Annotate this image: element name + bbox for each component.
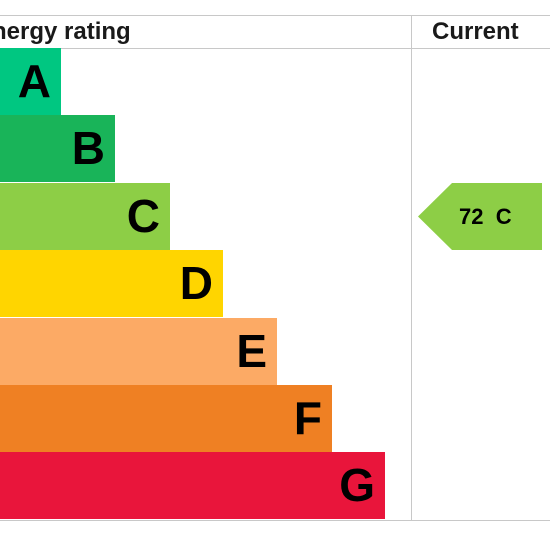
- rating-bar-c: C: [0, 182, 170, 250]
- rating-bar-e: E: [0, 317, 277, 385]
- rating-letter-g: G: [339, 459, 375, 512]
- chart-top-border: [0, 15, 550, 16]
- rating-letter-b: B: [71, 122, 105, 175]
- rating-letter-a: A: [17, 55, 51, 107]
- current-header: Current: [432, 18, 519, 45]
- rating-letter-f: F: [293, 392, 322, 444]
- rating-bar-g: G: [0, 452, 385, 520]
- current-rating-arrow-shape: [418, 183, 542, 250]
- current-rating-arrow: [418, 183, 542, 250]
- rating-letter-e: E: [236, 324, 267, 377]
- current-rating-label: 72 C: [459, 204, 512, 229]
- rating-bar-f: F: [0, 385, 332, 452]
- rating-bar-b: B: [0, 115, 115, 183]
- rating-letter-c: C: [126, 189, 160, 242]
- chart-bottom-border: [0, 520, 550, 521]
- energy-rating-header: Energy rating: [0, 18, 131, 45]
- rating-bar-a: A: [0, 48, 61, 115]
- header-bottom-border: [0, 48, 550, 49]
- rating-letter-d: D: [179, 257, 213, 310]
- column-divider: [411, 15, 412, 521]
- rating-bar-d: D: [0, 250, 223, 318]
